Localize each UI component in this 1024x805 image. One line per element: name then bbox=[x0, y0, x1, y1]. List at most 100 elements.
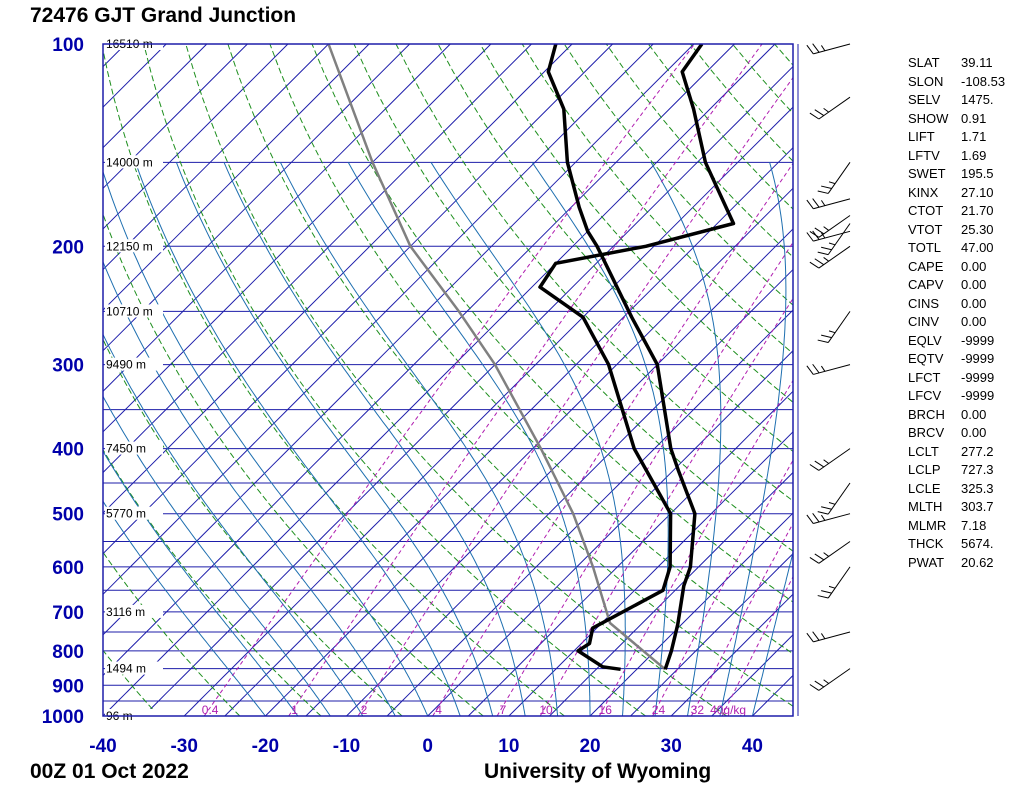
isotherm-line bbox=[103, 44, 532, 474]
index-value: 325.3 bbox=[961, 480, 994, 496]
index-row: TOTL 47.00 bbox=[908, 239, 1005, 258]
isotherm-line bbox=[305, 228, 793, 716]
moist-adiabat-line bbox=[103, 395, 331, 716]
index-row: LCLP 727.3 bbox=[908, 461, 1005, 480]
wind-barb bbox=[817, 162, 851, 194]
temperature-tick-label: -30 bbox=[170, 736, 197, 757]
index-row: SWET 195.5 bbox=[908, 165, 1005, 184]
moist-adiabat-line bbox=[531, 162, 669, 716]
height-label-bg bbox=[105, 506, 163, 520]
dry-adiabat-line bbox=[103, 338, 403, 716]
isotherm-line bbox=[670, 593, 793, 716]
isotherm-line bbox=[265, 187, 793, 716]
dry-adiabat-line bbox=[395, 44, 793, 502]
index-key: LFCV bbox=[908, 388, 942, 403]
pressure-tick-label: 800 bbox=[52, 642, 84, 663]
index-value: 0.00 bbox=[961, 314, 987, 329]
index-row: SHOW 0.91 bbox=[908, 110, 1005, 129]
temperature-tick-label: -40 bbox=[89, 736, 116, 757]
pressure-tick-label: 900 bbox=[52, 676, 84, 697]
height-label-bg bbox=[105, 357, 163, 371]
index-row: MLTH 303.7 bbox=[908, 498, 1005, 517]
isotherm-line bbox=[103, 44, 776, 716]
height-label: 12150 m bbox=[106, 239, 153, 253]
temperature-tick-label: 20 bbox=[579, 736, 600, 757]
height-label-bg bbox=[105, 604, 163, 618]
index-key: SWET bbox=[908, 166, 946, 181]
mixing-ratio-line bbox=[357, 76, 793, 716]
index-row: VTOT 25.30 bbox=[908, 221, 1005, 240]
mixing-ratio-line bbox=[496, 241, 793, 716]
pressure-tick-label: 400 bbox=[52, 440, 84, 461]
dry-adiabat-line bbox=[103, 448, 322, 716]
mixing-ratio-label: 32 bbox=[691, 703, 705, 717]
index-value: 27.10 bbox=[961, 184, 994, 200]
height-label: 7450 m bbox=[106, 442, 146, 456]
pressure-tick-label: 300 bbox=[52, 356, 84, 377]
isotherm-line bbox=[0, 44, 4, 716]
isotherm-line bbox=[103, 44, 573, 514]
index-key: PWAT bbox=[908, 554, 945, 570]
dry-adiabat-line bbox=[521, 44, 793, 355]
temperature-tick-label: 10 bbox=[498, 736, 519, 757]
index-key: KINX bbox=[908, 184, 939, 200]
index-value: 1475. bbox=[961, 92, 994, 107]
mixing-ratio-line bbox=[721, 575, 793, 716]
moist-adiabat-line bbox=[223, 162, 526, 716]
mixing-ratio-label: 7 bbox=[500, 703, 507, 717]
index-value: 47.00 bbox=[961, 240, 994, 255]
dewpoint-profile-line bbox=[538, 44, 736, 672]
index-key: LCLE bbox=[908, 480, 941, 496]
temperature-tick-label: 0 bbox=[422, 736, 433, 757]
index-value: 0.91 bbox=[961, 110, 987, 126]
isotherm-line bbox=[630, 552, 793, 716]
height-label-bg bbox=[105, 239, 163, 253]
height-label-bg bbox=[105, 661, 163, 675]
index-key: CINS bbox=[908, 295, 940, 311]
height-label: 9490 m bbox=[106, 358, 146, 372]
station-title: 72476 GJT Grand Junction bbox=[30, 4, 297, 27]
index-row: SELV 1475. bbox=[908, 91, 1005, 110]
mixing-ratio-label: 24 bbox=[652, 703, 666, 717]
wind-barb bbox=[806, 198, 851, 210]
index-row: CAPE 0.00 bbox=[908, 258, 1005, 277]
temperature-profile-line bbox=[546, 44, 697, 670]
index-row: KINX 27.10 bbox=[908, 184, 1005, 203]
index-row: CTOT 21.70 bbox=[908, 202, 1005, 221]
temperature-tick-label: -10 bbox=[333, 736, 360, 757]
index-value: 195.5 bbox=[961, 166, 994, 181]
pressure-tick-label: 200 bbox=[52, 237, 84, 258]
isotherm-line bbox=[103, 44, 329, 271]
index-value: 39.11 bbox=[961, 55, 993, 70]
wind-barb bbox=[809, 96, 851, 120]
index-value: 0.00 bbox=[961, 277, 987, 292]
mixing-ratio-line bbox=[203, 44, 695, 716]
source-credit: University of Wyoming bbox=[484, 760, 712, 783]
moist-adiabat-line bbox=[135, 162, 461, 716]
wind-barb bbox=[809, 668, 851, 691]
index-value: 727.3 bbox=[961, 462, 994, 477]
index-row: SLON -108.53 bbox=[908, 73, 1005, 92]
mixing-ratio-line bbox=[652, 459, 793, 716]
moist-adiabat-line bbox=[347, 162, 591, 716]
temperature-tick-label: 40 bbox=[742, 736, 763, 757]
isotherm-line bbox=[711, 634, 793, 716]
moist-adiabat-line bbox=[103, 170, 429, 716]
index-value: 277.2 bbox=[961, 443, 994, 459]
moist-adiabat-line bbox=[103, 333, 364, 716]
mixing-ratio-line bbox=[432, 162, 793, 716]
pressure-tick-label: 500 bbox=[52, 505, 84, 526]
height-label-bg bbox=[105, 155, 163, 169]
index-key: SELV bbox=[908, 92, 941, 107]
pressure-tick-label: 700 bbox=[52, 603, 84, 624]
wind-barb bbox=[817, 223, 851, 256]
index-value: 0.00 bbox=[961, 425, 987, 440]
index-value: 7.18 bbox=[961, 517, 987, 533]
index-key: CINV bbox=[908, 314, 940, 329]
index-value: 0.00 bbox=[961, 295, 987, 311]
height-label: 3116 m bbox=[106, 605, 145, 619]
index-key: LIFT bbox=[908, 129, 935, 144]
index-row: LFCT -9999 bbox=[908, 369, 1005, 388]
index-key: LFTV bbox=[908, 147, 940, 163]
index-value: 25.30 bbox=[961, 221, 994, 237]
